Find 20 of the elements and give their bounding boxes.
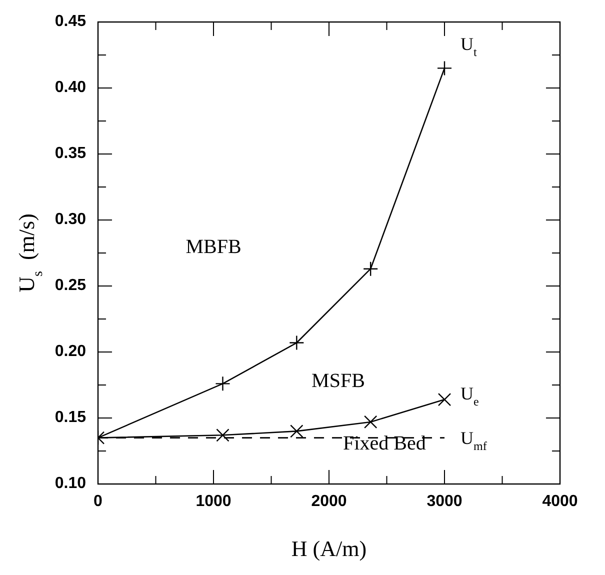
y-tick-label: 0.15 [54, 409, 86, 426]
x-tick-label: 2000 [311, 493, 347, 510]
x-tick-label: 1000 [196, 493, 232, 510]
y-tick-label: 0.40 [54, 79, 86, 96]
series-label: U$_{e}$ [460, 384, 479, 408]
x-tick-label: 3000 [426, 493, 462, 510]
annotation: MBFB [186, 236, 242, 258]
x-tick-label: 4000 [542, 493, 578, 510]
x-axis-title: H (A/m) [291, 536, 367, 561]
y-tick-label: 0.20 [54, 343, 86, 360]
y-tick-label: 0.25 [54, 277, 86, 294]
annotation: MSFB [312, 370, 365, 392]
y-tick-label: 0.35 [54, 145, 86, 162]
y-tick-label: 0.45 [54, 13, 86, 30]
legend-label: U$_{t}$ [460, 34, 478, 59]
series-label: U$_{mf}$ [460, 428, 487, 453]
annotation: Fixed Bed [343, 432, 426, 454]
y-tick-label: 0.30 [54, 211, 86, 228]
y-tick-label: 0.10 [54, 475, 86, 492]
x-tick-label: 0 [94, 493, 103, 510]
